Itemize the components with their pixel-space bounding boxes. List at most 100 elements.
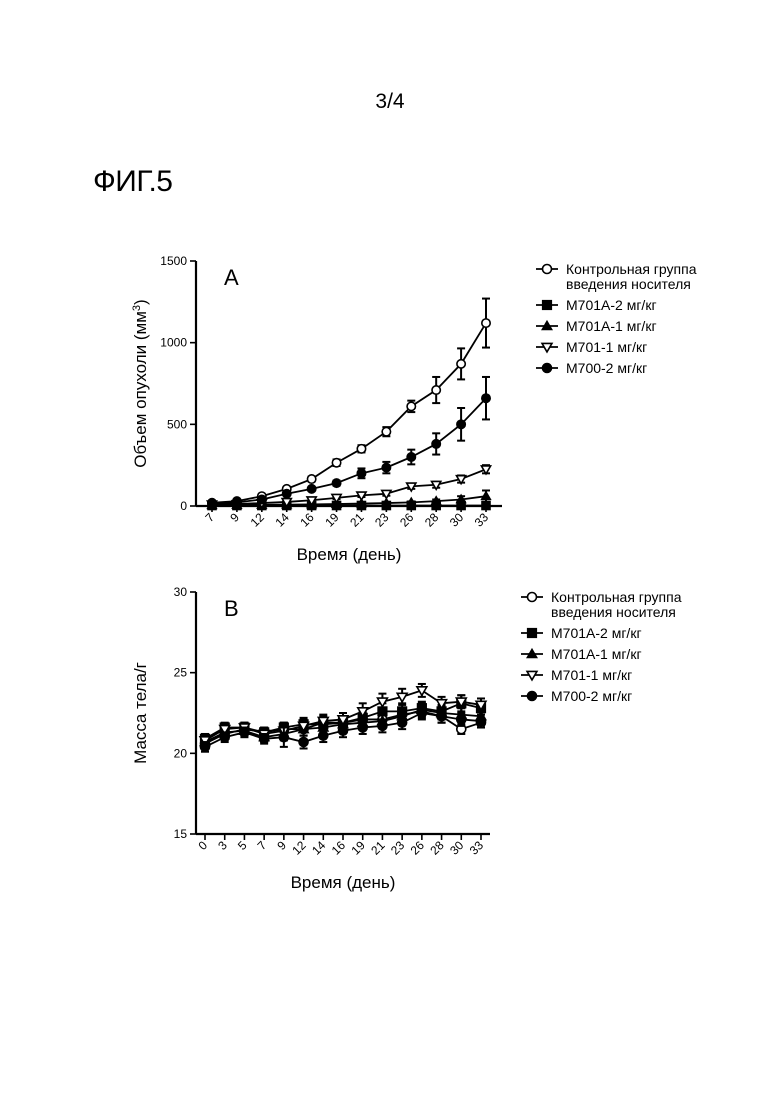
x-axis-label: Время (день) (297, 545, 402, 564)
data-point (481, 492, 490, 500)
x-tick-label: 12 (289, 838, 309, 858)
data-point (339, 726, 348, 735)
legend-label: M701-1 мг/кг (566, 339, 647, 355)
legend-item-3: M701A-1 мг/кг (521, 646, 642, 662)
data-point (482, 319, 490, 327)
x-axis-label: Время (день) (291, 873, 396, 892)
legend-label: M700-2 мг/кг (566, 360, 647, 376)
data-point (407, 402, 415, 410)
y-tick-label: 1000 (160, 336, 187, 350)
x-tick-label: 28 (427, 838, 447, 858)
data-point (240, 728, 249, 737)
data-point (233, 498, 241, 506)
legend-label: Контрольная группа (566, 261, 697, 277)
data-point (332, 459, 340, 467)
legend-label: M701-1 мг/кг (551, 667, 632, 683)
data-point (357, 445, 365, 453)
data-point (382, 490, 391, 498)
data-point (457, 360, 465, 368)
data-point (201, 742, 210, 751)
legend-item-4: M701-1 мг/кг (536, 339, 647, 355)
legend-label: M700-2 мг/кг (551, 688, 632, 704)
x-tick-label: 28 (422, 510, 442, 530)
data-point (437, 712, 446, 721)
data-point (382, 427, 390, 435)
y-tick-label: 25 (174, 666, 188, 680)
legend-item-5: M700-2 мг/кг (521, 688, 632, 704)
legend-label: M701A-2 мг/кг (566, 297, 657, 313)
chart-panel-a: 0500100015007912141619212326283033Время … (0, 245, 780, 575)
data-point (417, 709, 426, 718)
x-tick-label: 33 (467, 838, 487, 858)
x-tick-label: 9 (227, 510, 242, 525)
legend-item-5: M700-2 мг/кг (536, 360, 647, 376)
x-tick-label: 23 (372, 510, 392, 530)
legend-label-line2: введения носителя (566, 276, 691, 292)
x-tick-label: 23 (388, 838, 408, 858)
data-point (378, 721, 387, 730)
data-point (307, 485, 315, 493)
legend-item-1: Контрольная группавведения носителя (521, 589, 682, 620)
data-point (283, 490, 291, 498)
series-4 (207, 465, 490, 509)
series-line (212, 323, 486, 503)
data-point (357, 492, 366, 500)
data-point (357, 469, 365, 477)
legend-label: Контрольная группа (551, 589, 682, 605)
x-tick-label: 19 (348, 838, 368, 858)
legend-label: M701A-1 мг/кг (566, 318, 657, 334)
x-tick-label: 0 (195, 838, 210, 853)
y-tick-label: 500 (167, 417, 187, 431)
legend-item-3: M701A-1 мг/кг (536, 318, 657, 334)
chart-panel-b: 152025300357912141619212326283033Время (… (0, 580, 780, 900)
x-tick-label: 30 (447, 838, 467, 858)
data-point (457, 420, 465, 428)
series-line (212, 469, 486, 504)
legend-item-4: M701-1 мг/кг (521, 667, 632, 683)
y-tick-label: 20 (174, 746, 188, 760)
series-5 (208, 377, 490, 508)
data-point (307, 475, 315, 483)
series-line (212, 398, 486, 503)
x-tick-label: 14 (273, 510, 293, 530)
legend-marker (528, 629, 537, 638)
data-point (382, 463, 390, 471)
x-tick-label: 3 (215, 838, 230, 853)
data-point (258, 495, 266, 503)
x-tick-label: 16 (329, 838, 349, 858)
data-point (208, 499, 216, 507)
data-point (432, 440, 440, 448)
x-tick-label: 16 (297, 510, 317, 530)
figure-label: ФИГ.5 (93, 165, 172, 199)
data-point (457, 715, 466, 724)
x-tick-label: 21 (368, 838, 388, 858)
legend-marker (543, 265, 552, 274)
x-tick-label: 21 (347, 510, 367, 530)
legend-label: M701A-2 мг/кг (551, 625, 642, 641)
series-1 (208, 299, 490, 507)
data-point (299, 738, 308, 747)
x-tick-label: 19 (322, 510, 342, 530)
data-point (220, 733, 229, 742)
x-tick-label: 9 (274, 838, 289, 853)
data-point (482, 394, 490, 402)
x-tick-label: 12 (248, 510, 268, 530)
x-tick-label: 7 (202, 510, 217, 525)
data-point (398, 718, 407, 727)
x-tick-label: 26 (408, 838, 428, 858)
x-tick-label: 7 (255, 838, 270, 853)
legend-label-line2: введения носителя (551, 604, 676, 620)
data-point (319, 731, 328, 740)
legend-marker (543, 301, 552, 310)
y-axis-label: Масса тела/г (131, 662, 150, 764)
legend-marker (528, 692, 537, 701)
x-tick-label: 30 (447, 510, 467, 530)
x-tick-label: 5 (235, 838, 250, 853)
y-tick-label: 0 (180, 499, 187, 513)
panel-label: B (224, 596, 239, 621)
data-point (279, 733, 288, 742)
data-point (477, 717, 486, 726)
y-axis-label: Объем опухоли (мм3) (131, 299, 150, 467)
y-tick-label: 1500 (160, 254, 187, 268)
page-number: 3/4 (0, 90, 780, 114)
